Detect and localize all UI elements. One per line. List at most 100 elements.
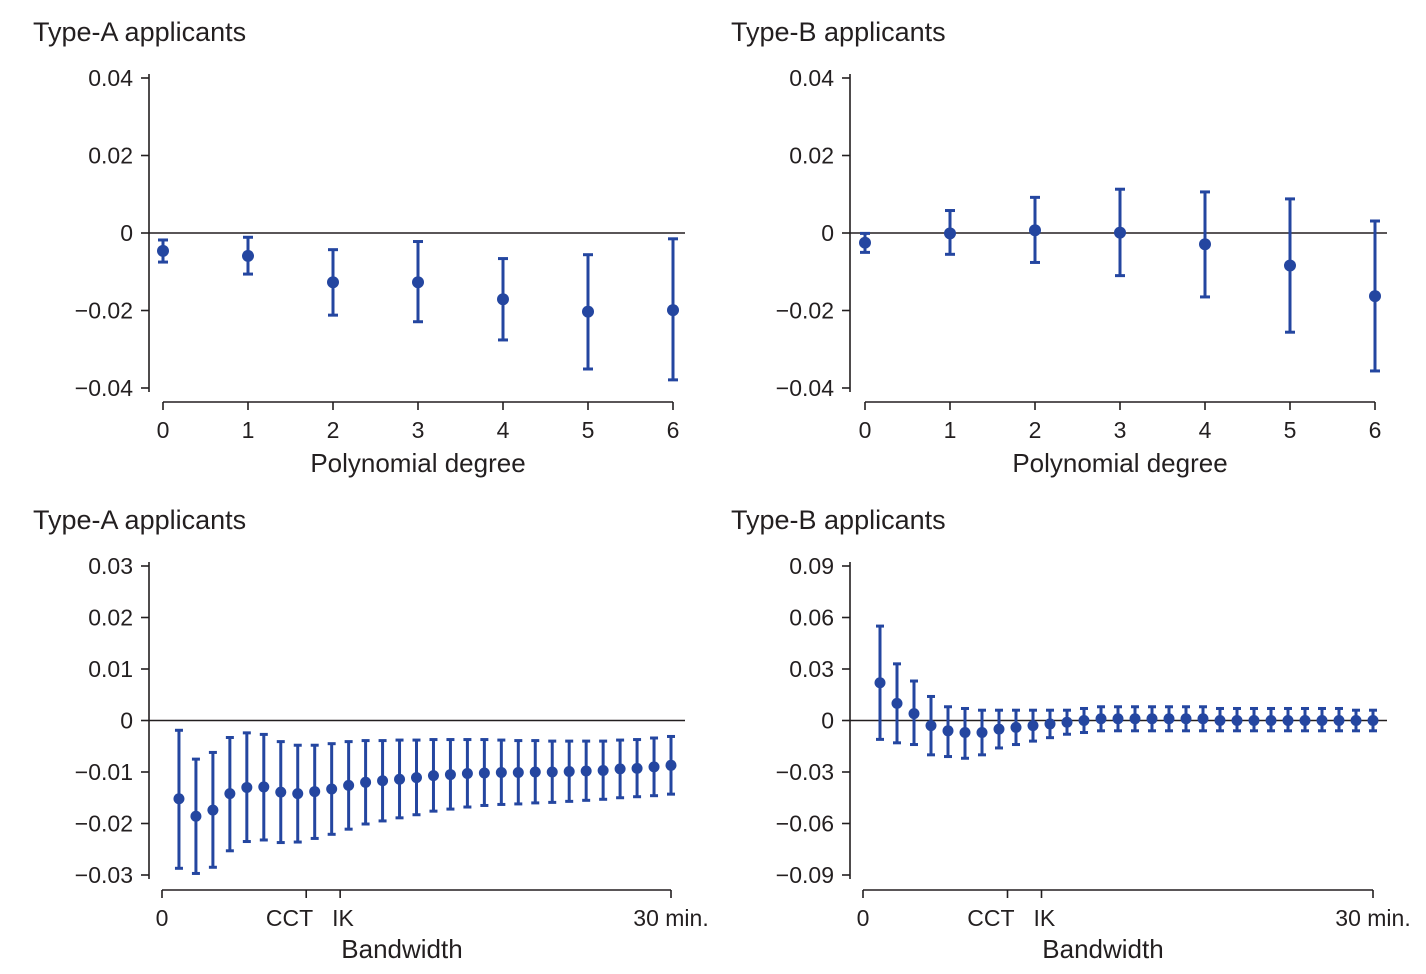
point-estimate <box>190 810 202 822</box>
x-tick-label: 0 <box>857 905 870 931</box>
point-estimate <box>1146 713 1158 725</box>
point-estimate <box>411 772 422 784</box>
y-tick-label: 0.02 <box>88 143 133 169</box>
point-estimate <box>665 759 677 771</box>
point-estimate <box>242 249 254 262</box>
panel-typea-bandwidth: Type-A applicants Bandwidth 0.03 0.02 0.01… <box>33 505 709 964</box>
panel-title: Type-A applicants <box>33 505 246 535</box>
point-estimate <box>959 727 971 739</box>
point-estimate <box>495 767 507 779</box>
point-estimate <box>631 762 643 774</box>
y-tick-label: −0.04 <box>776 375 834 401</box>
y-tick-label: 0.06 <box>789 605 834 631</box>
x-tick-label: 3 <box>1114 417 1127 443</box>
point-estimate <box>292 788 304 800</box>
point-estimate <box>993 723 1005 735</box>
point-estimate <box>1282 715 1294 726</box>
x-tick-label: 1 <box>944 417 957 443</box>
point-estimate <box>1199 238 1211 251</box>
point-estimate <box>1350 715 1362 726</box>
x-axis-title: Bandwidth <box>1042 934 1163 964</box>
point-estimate <box>859 236 871 249</box>
y-tick-label: −0.02 <box>776 298 834 324</box>
point-estimate <box>444 769 456 781</box>
panel-title: Type-B applicants <box>731 17 946 47</box>
point-estimate <box>241 781 253 793</box>
x-tick-label: 2 <box>1029 417 1042 443</box>
point-estimate <box>1112 713 1124 725</box>
point-estimate <box>1078 715 1090 726</box>
x-axis-title: Bandwidth <box>341 934 462 964</box>
point-estimate <box>360 776 372 788</box>
plot-area: 0.04 0.02 0 −0.02 −0.04 0 1 2 3 4 5 6 <box>75 65 685 443</box>
x-tick-label: IK <box>1034 905 1056 931</box>
x-tick-label: 0 <box>156 905 169 931</box>
point-estimate <box>648 761 660 773</box>
point-estimate <box>275 786 287 798</box>
y-tick-label: 0.09 <box>789 553 834 579</box>
point-estimate <box>394 773 406 785</box>
y-tick-label: −0.06 <box>776 811 834 837</box>
x-tick-label: 3 <box>412 417 425 443</box>
point-estimate <box>309 786 321 798</box>
x-tick-label: 5 <box>1284 417 1297 443</box>
point-estimate <box>1044 718 1056 730</box>
y-tick-label: 0.04 <box>789 65 834 91</box>
point-estimate <box>157 244 169 257</box>
x-tick-label: 30 min. <box>633 905 708 931</box>
y-tick-label: −0.01 <box>75 759 133 785</box>
y-tick-label: 0.02 <box>88 605 133 631</box>
point-estimate <box>1180 713 1192 725</box>
point-estimate <box>580 765 592 777</box>
point-estimate <box>1163 713 1175 725</box>
point-estimate <box>478 767 490 779</box>
y-tick-label: 0.04 <box>88 65 133 91</box>
point-estimate <box>942 725 954 737</box>
point-estimate <box>327 276 339 289</box>
y-tick-label: −0.03 <box>75 862 133 888</box>
y-tick-label: 0 <box>120 220 133 246</box>
point-estimate <box>1369 290 1381 303</box>
x-axis-title: Polynomial degree <box>310 448 525 478</box>
panel-typeb-polynomial: Type-B applicants Polynomial degree 0.04… <box>731 17 1387 478</box>
point-estimate <box>976 727 988 739</box>
point-estimate <box>908 708 920 720</box>
point-estimate <box>1129 713 1141 725</box>
point-estimate <box>874 677 886 689</box>
point-estimate <box>667 304 679 317</box>
point-estimate <box>497 293 509 306</box>
point-estimate <box>1010 721 1022 733</box>
x-tick-label: 4 <box>497 417 510 443</box>
point-estimate <box>258 781 270 793</box>
point-estimate <box>582 305 594 318</box>
y-tick-label: 0 <box>821 708 834 734</box>
point-estimate <box>597 764 609 776</box>
point-estimate <box>1095 713 1107 725</box>
y-tick-label: −0.04 <box>75 375 133 401</box>
plot-area: 0.03 0.02 0.01 0 −0.01 −0.02 −0.03 0 CCT IK 30 min… <box>75 553 709 931</box>
point-estimate <box>546 766 558 778</box>
y-tick-label: 0 <box>120 708 133 734</box>
point-estimate <box>1333 715 1345 726</box>
point-estimate <box>529 766 541 778</box>
point-estimate <box>1284 259 1296 272</box>
y-tick-label: 0.01 <box>88 656 133 682</box>
point-estimate <box>1316 715 1328 726</box>
point-estimate <box>412 276 424 289</box>
x-tick-label: 5 <box>582 417 595 443</box>
point-estimate <box>377 775 389 787</box>
y-tick-label: 0.03 <box>789 656 834 682</box>
panel-title: Type-A applicants <box>33 17 246 47</box>
x-tick-label: 0 <box>859 417 872 443</box>
x-tick-label: IK <box>332 905 354 931</box>
point-estimate <box>1231 715 1243 726</box>
x-tick-label: CCT <box>967 905 1014 931</box>
y-tick-label: 0.02 <box>789 143 834 169</box>
x-tick-label: 6 <box>1369 417 1382 443</box>
point-estimate <box>427 770 439 782</box>
x-tick-label: CCT <box>266 905 313 931</box>
point-estimate <box>326 783 338 795</box>
point-estimate <box>944 227 956 240</box>
x-tick-label: 0 <box>157 417 170 443</box>
